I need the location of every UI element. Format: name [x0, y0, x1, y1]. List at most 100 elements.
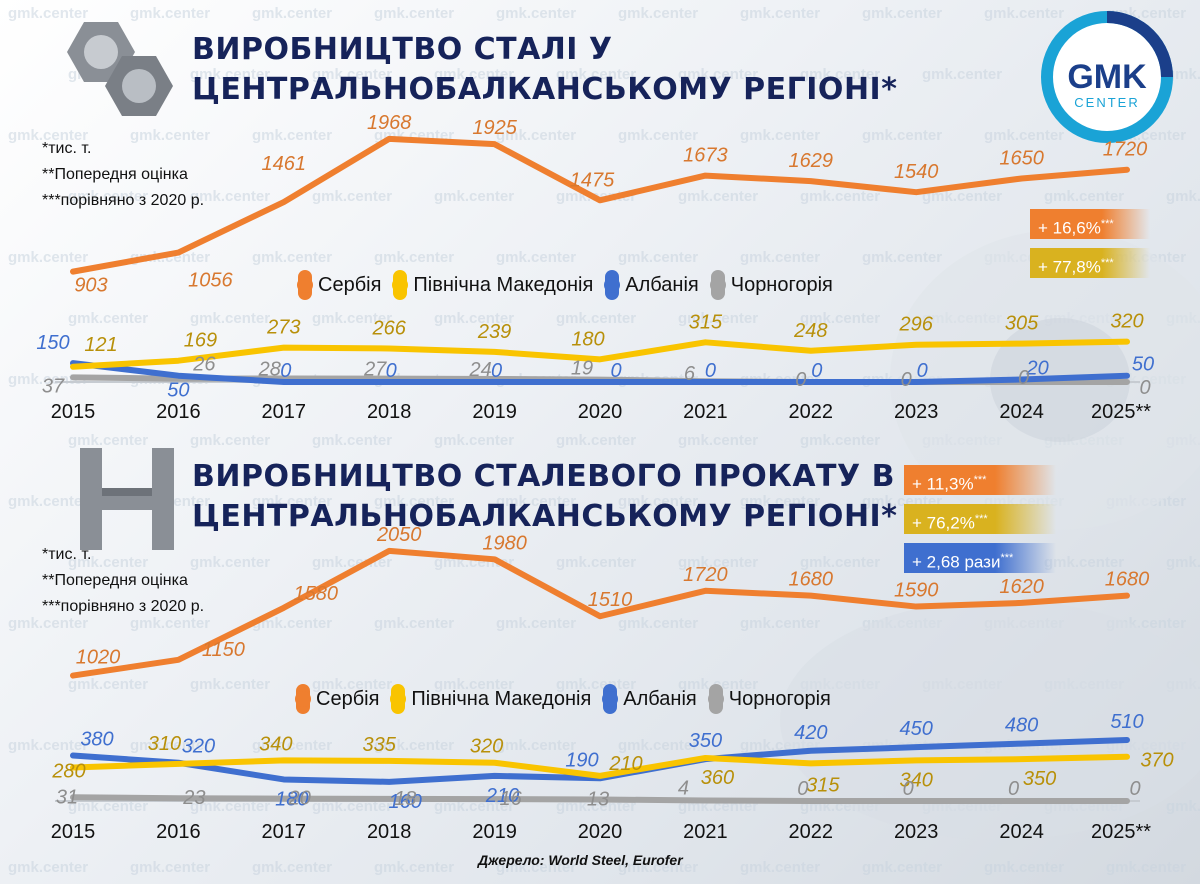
data-label-albania: 190 [565, 749, 598, 771]
data-label-albania: 210 [485, 785, 519, 807]
legend-item-albania: Албанія [604, 270, 699, 300]
data-label-serbia: 1020 [76, 647, 121, 669]
growth-badge-text: + 11,3% [912, 474, 974, 494]
legend-label: Сербія [316, 687, 380, 710]
chart-title-rolled-line2: ЦЕНТРАЛЬНОБАЛКАНСЬКОМУ РЕГІОНІ* [192, 499, 898, 534]
watermark-text: gmk.center [862, 249, 942, 266]
watermark-text: gmk.center [8, 371, 88, 388]
data-label-albania: 0 [811, 360, 822, 382]
x-tick-label: 2023 [894, 401, 939, 423]
x-tick-label: 2021 [683, 821, 728, 843]
data-label-north-macedonia: 180 [571, 328, 604, 350]
note-comparison: ***порівняно з 2020 р. [42, 598, 205, 615]
data-label-north-macedonia: 370 [1140, 750, 1173, 772]
data-label-serbia: 1629 [789, 150, 834, 172]
x-tick-label: 2019 [472, 821, 517, 843]
x-tick-label: 2016 [156, 821, 201, 843]
watermark-text: gmk.center [130, 249, 210, 266]
watermark-text: gmk.center [190, 676, 270, 693]
watermark-text: gmk.center [434, 676, 514, 693]
x-tick-label: 2016 [156, 401, 201, 423]
legend-marker-north-macedonia [392, 270, 409, 300]
x-tick-label: 2021 [683, 401, 728, 423]
data-label-montenegro: 19 [571, 358, 593, 380]
data-label-serbia: 1980 [482, 532, 527, 554]
watermark-text: gmk.center [740, 493, 820, 510]
watermark-text: gmk.center [252, 127, 332, 144]
watermark-text: gmk.center [1166, 554, 1200, 571]
data-label-serbia: 1461 [262, 153, 307, 175]
watermark-text: gmk.center [922, 188, 1002, 205]
watermark-text: gmk.center [618, 249, 698, 266]
watermark-text: gmk.center [8, 249, 88, 266]
x-tick-label: 2022 [789, 821, 834, 843]
watermark-text: gmk.center [434, 188, 514, 205]
data-label-north-macedonia: 248 [793, 320, 827, 342]
watermark-text: gmk.center [68, 432, 148, 449]
data-label-montenegro: 31 [56, 786, 78, 808]
watermark-text: gmk.center [618, 493, 698, 510]
watermark-text: gmk.center [130, 5, 210, 22]
data-label-serbia: 903 [74, 275, 107, 297]
data-label-north-macedonia: 169 [184, 330, 217, 352]
growth-badge-north-macedonia: + 76,2%*** [904, 504, 1056, 534]
watermark-text: gmk.center [252, 859, 332, 876]
watermark-text: gmk.center [312, 310, 392, 327]
legend-marker-montenegro [707, 684, 724, 714]
watermark-text: gmk.center [618, 615, 698, 632]
data-label-serbia: 1056 [188, 270, 233, 292]
watermark-text: gmk.center [556, 66, 636, 83]
watermark-text: gmk.center [984, 5, 1064, 22]
chart-title-rolled: ВИРОБНИЦТВО СТАЛЕВОГО ПРОКАТУ В ЦЕНТРАЛЬ… [192, 457, 897, 537]
legend-item-north-macedonia: Північна Македонія [390, 684, 591, 714]
watermark-text: gmk.center [252, 615, 332, 632]
data-label-montenegro: 0 [1129, 778, 1140, 800]
data-label-north-macedonia: 310 [148, 733, 181, 755]
watermark-text: gmk.center [312, 676, 392, 693]
watermark-text: gmk.center [8, 127, 88, 144]
growth-badge-text: + 2,68 рази [912, 552, 1001, 572]
data-label-albania: 480 [1005, 715, 1038, 737]
watermark-text: gmk.center [862, 5, 942, 22]
watermark-text: gmk.center [434, 432, 514, 449]
watermark-text: gmk.center [740, 859, 820, 876]
watermark-text: gmk.center [496, 5, 576, 22]
watermark-text: gmk.center [8, 737, 88, 754]
watermark-text: gmk.center [130, 859, 210, 876]
note-estimate: **Попередня оцінка [42, 166, 188, 183]
note-estimate: **Попередня оцінка [42, 572, 188, 589]
data-label-albania: 0 [280, 360, 291, 382]
series-line-serbia [70, 547, 1130, 679]
watermark-text: gmk.center [800, 188, 880, 205]
growth-badge-serbia: + 11,3%*** [904, 465, 1056, 495]
watermark-text: gmk.center [68, 188, 148, 205]
watermark-text: gmk.center [252, 5, 332, 22]
chart-title-steel-line1: ВИРОБНИЦТВО СТАЛІ У [192, 32, 613, 67]
legend-marker-serbia [297, 270, 313, 300]
watermark-text: gmk.center [68, 310, 148, 327]
watermark-text: gmk.center [678, 554, 758, 571]
growth-badge-text: + 76,2% [912, 513, 975, 533]
data-label-albania: 160 [389, 791, 422, 813]
i-beam-icon [80, 448, 174, 550]
growth-badge-footnote-mark: *** [973, 474, 987, 486]
x-tick-label: 2017 [262, 821, 307, 843]
data-label-serbia: 1720 [1103, 139, 1148, 161]
watermark-text: gmk.center [1166, 188, 1200, 205]
data-label-montenegro: 16 [499, 788, 522, 810]
watermark-text: gmk.center [312, 432, 392, 449]
watermark-text: gmk.center [862, 859, 942, 876]
watermark-text: gmk.center [618, 737, 698, 754]
watermark-text: gmk.center [678, 188, 758, 205]
data-label-albania: 180 [275, 788, 308, 810]
data-label-north-macedonia: 210 [608, 753, 642, 775]
watermark-text: gmk.center [190, 554, 270, 571]
data-label-serbia: 1580 [294, 583, 339, 605]
x-tick-label: 2023 [894, 821, 939, 843]
watermark-text: gmk.center [130, 615, 210, 632]
data-label-albania: 0 [917, 360, 928, 382]
legend-marker-montenegro [709, 270, 726, 300]
chart-notes-rolled: *тис. т. **Попередня оцінка ***порівняно… [42, 542, 204, 620]
